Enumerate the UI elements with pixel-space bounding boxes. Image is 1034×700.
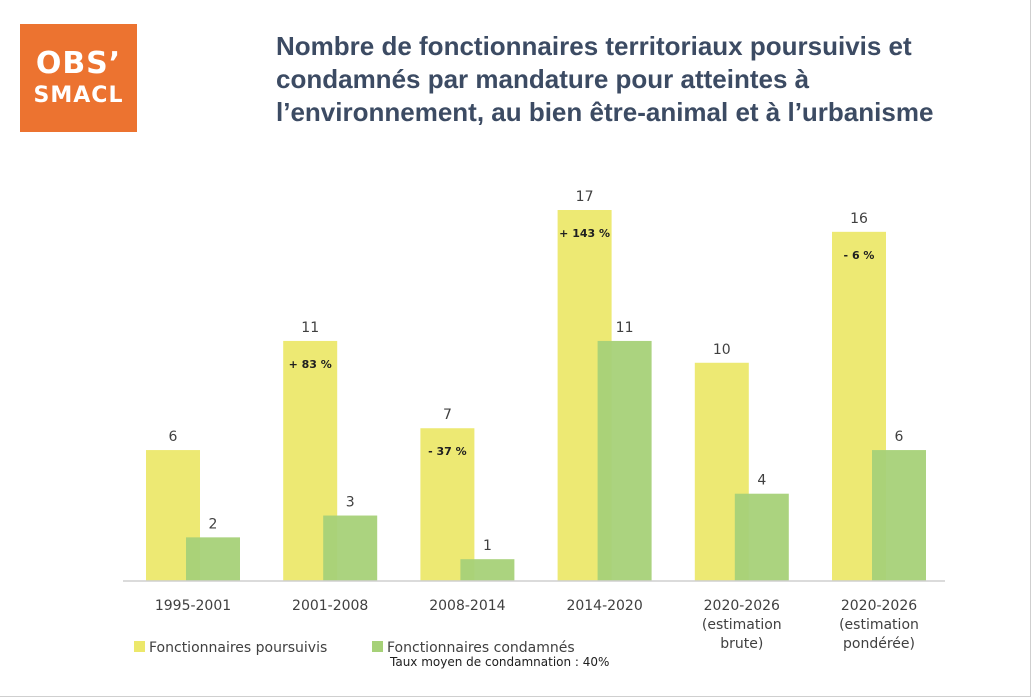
- category-label-0-line-0: 1995-2001: [155, 598, 231, 614]
- bar-condamnes-1: [323, 515, 378, 581]
- bar-condamnes-0: [186, 537, 240, 581]
- category-label-4-line-1: (estimation: [702, 617, 782, 633]
- bar-condamnes-5: [872, 450, 926, 581]
- legend: Fonctionnaires poursuivis Fonctionnaires…: [134, 640, 575, 656]
- category-label-4-line-0: 2020-2026: [704, 598, 780, 614]
- value-label-poursuivis-3: 17: [576, 189, 594, 205]
- value-label-poursuivis-2: 7: [443, 407, 452, 423]
- category-label-3-line-0: 2014-2020: [566, 598, 642, 614]
- bar-condamnes-4: [734, 493, 789, 581]
- category-label-2-line-0: 2008-2014: [429, 598, 505, 614]
- evolution-annotation-2: - 37 %: [428, 445, 467, 458]
- evolution-annotation-1: + 83 %: [289, 358, 332, 371]
- legend-swatch-condamnes: [372, 641, 383, 652]
- value-label-poursuivis-5: 16: [850, 211, 868, 227]
- footnote-condemnation-rate: Taux moyen de condamnation : 40%: [389, 655, 609, 669]
- legend-label-poursuivis: Fonctionnaires poursuivis: [149, 640, 327, 656]
- bars-layer: 6 2 11 3 + 83 % 7 1 - 37 % 17 11 + 143 % 10 4 16 6 - 6 …: [146, 189, 926, 581]
- value-label-condamnes-2: 1: [483, 538, 492, 554]
- logo-line-2: SMACL: [33, 83, 124, 108]
- legend-label-condamnes: Fonctionnaires condamnés: [387, 640, 575, 656]
- bar-condamnes-2: [460, 559, 515, 581]
- category-label-5-line-2: pondérée): [843, 636, 915, 652]
- obs-smacl-logo: OBS’ SMACL: [20, 24, 137, 132]
- value-label-condamnes-3: 11: [616, 320, 634, 336]
- category-label-1-line-0: 2001-2008: [292, 598, 368, 614]
- category-label-5-line-1: (estimation: [839, 617, 919, 633]
- evolution-annotation-3: + 143 %: [559, 227, 610, 240]
- value-label-condamnes-4: 4: [757, 473, 766, 489]
- value-label-condamnes-1: 3: [346, 495, 355, 511]
- bar-poursuivis-2: [420, 428, 475, 581]
- logo-line-1: OBS’: [35, 46, 122, 81]
- legend-swatch-poursuivis: [134, 641, 145, 652]
- value-label-poursuivis-4: 10: [713, 342, 731, 358]
- evolution-annotation-5: - 6 %: [844, 249, 875, 262]
- x-axis-labels: 1995-2001 2001-2008 2008-2014 2014-2020 2020…: [155, 598, 919, 652]
- value-label-poursuivis-1: 11: [301, 320, 319, 336]
- category-label-4-line-2: brute): [720, 636, 763, 652]
- value-label-condamnes-0: 2: [209, 516, 218, 532]
- value-label-poursuivis-0: 6: [169, 429, 178, 445]
- value-label-condamnes-5: 6: [895, 429, 904, 445]
- bar-condamnes-3: [597, 340, 652, 581]
- category-label-5-line-0: 2020-2026: [841, 598, 917, 614]
- chart-title: Nombre de fonctionnaires territoriaux po…: [276, 31, 934, 127]
